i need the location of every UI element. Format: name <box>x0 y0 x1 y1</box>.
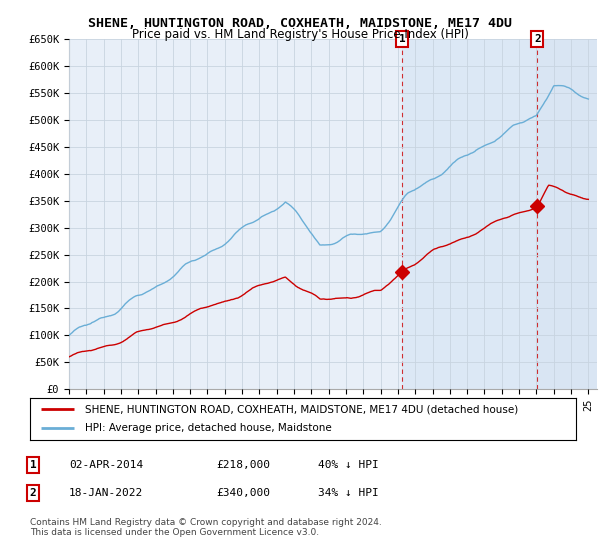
Text: 34% ↓ HPI: 34% ↓ HPI <box>318 488 379 498</box>
Text: HPI: Average price, detached house, Maidstone: HPI: Average price, detached house, Maid… <box>85 423 331 433</box>
Text: 1: 1 <box>399 34 406 44</box>
Text: 2: 2 <box>29 488 37 498</box>
Text: 40% ↓ HPI: 40% ↓ HPI <box>318 460 379 470</box>
Bar <box>537 39 597 389</box>
Text: 02-APR-2014: 02-APR-2014 <box>69 460 143 470</box>
Text: 2: 2 <box>534 34 541 44</box>
Text: 18-JAN-2022: 18-JAN-2022 <box>69 488 143 498</box>
Text: Price paid vs. HM Land Registry's House Price Index (HPI): Price paid vs. HM Land Registry's House … <box>131 28 469 41</box>
Text: £340,000: £340,000 <box>216 488 270 498</box>
Bar <box>402 39 537 389</box>
Text: Contains HM Land Registry data © Crown copyright and database right 2024.
This d: Contains HM Land Registry data © Crown c… <box>30 518 382 538</box>
Text: 1: 1 <box>29 460 37 470</box>
Text: SHENE, HUNTINGTON ROAD, COXHEATH, MAIDSTONE, ME17 4DU: SHENE, HUNTINGTON ROAD, COXHEATH, MAIDST… <box>88 17 512 30</box>
Text: £218,000: £218,000 <box>216 460 270 470</box>
Text: SHENE, HUNTINGTON ROAD, COXHEATH, MAIDSTONE, ME17 4DU (detached house): SHENE, HUNTINGTON ROAD, COXHEATH, MAIDST… <box>85 404 518 414</box>
